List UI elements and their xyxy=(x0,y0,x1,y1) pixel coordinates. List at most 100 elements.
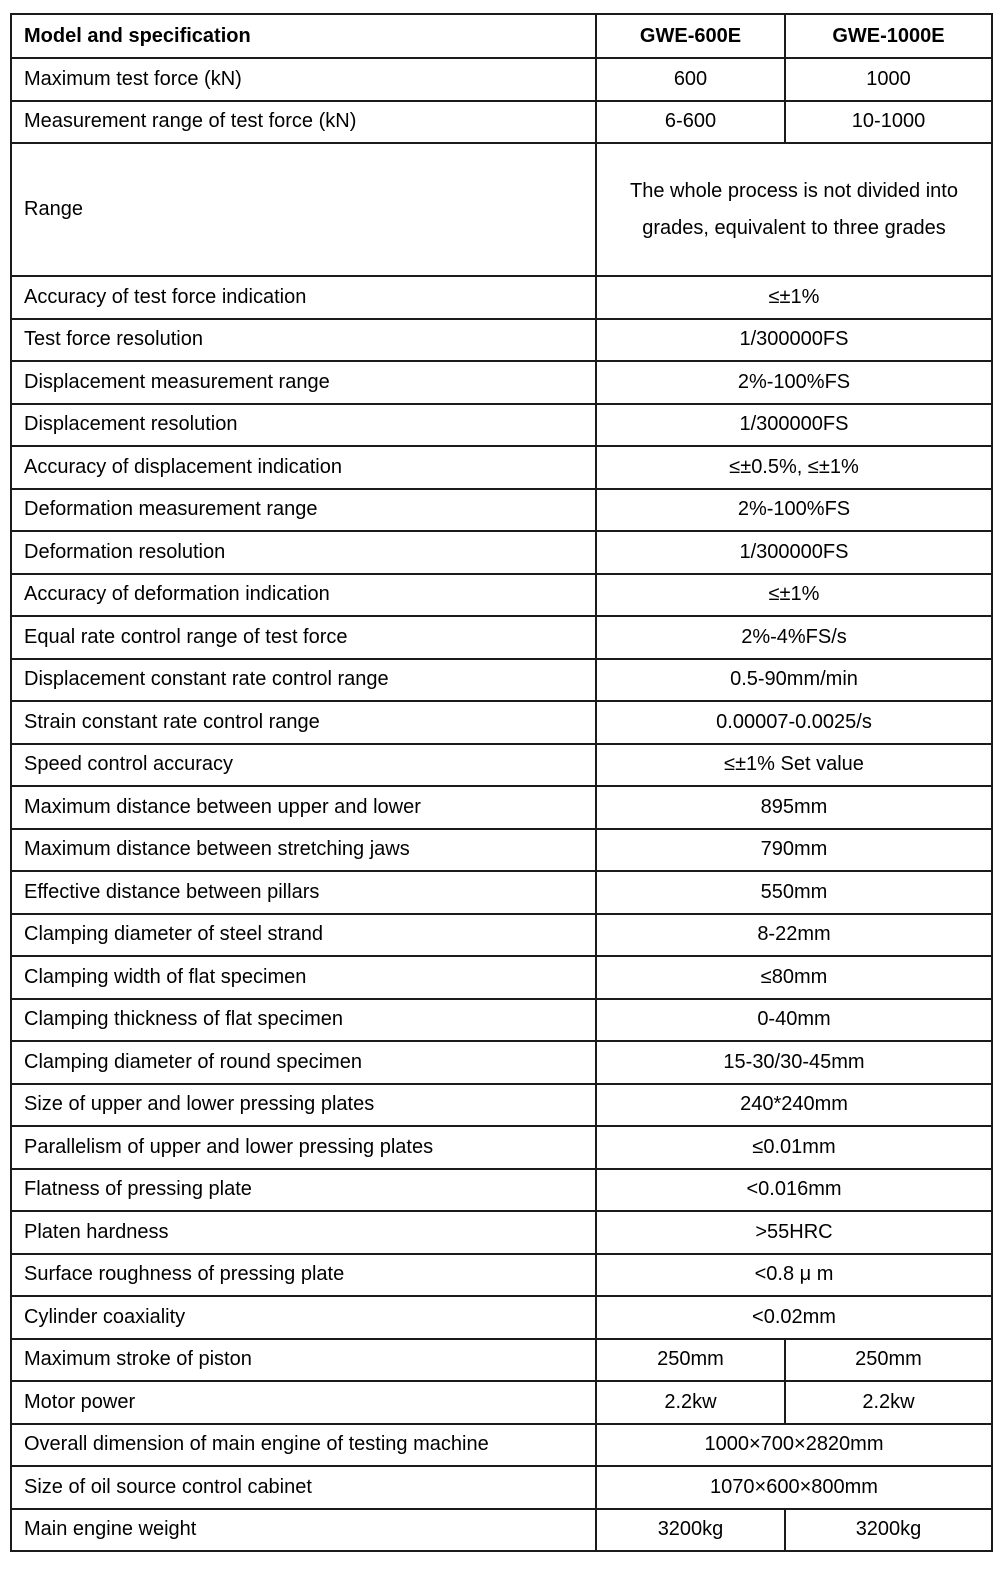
row-value-merged: 1000×700×2820mm xyxy=(595,1422,993,1467)
row-value-merged: <0.8 μ m xyxy=(595,1252,993,1297)
table-row: Speed control accuracy ≤±1% Set value xyxy=(10,742,993,787)
row-value-merged: ≤80mm xyxy=(595,955,993,1000)
table-row: Overall dimension of main engine of test… xyxy=(10,1422,993,1467)
row-value-merged: 550mm xyxy=(595,870,993,915)
row-value-merged: 2%-100%FS xyxy=(595,360,993,405)
row-value-merged: 2%-4%FS/s xyxy=(595,615,993,660)
table-row: Size of oil source control cabinet 1070×6… xyxy=(10,1465,993,1510)
row-value-merged: 0.00007-0.0025/s xyxy=(595,700,993,745)
row-label: Accuracy of deformation indication xyxy=(10,572,597,617)
row-label: Maximum stroke of piston xyxy=(10,1337,597,1382)
row-label: Size of upper and lower pressing plates xyxy=(10,1082,597,1127)
table-row: Measurement range of test force (kN) 6-60… xyxy=(10,99,993,144)
table-row: Test force resolution 1/300000FS xyxy=(10,317,993,362)
spec-table-body: Maximum test force (kN) 600 1000 Measuremen… xyxy=(10,57,993,1552)
table-row: Range The whole process is not divided in… xyxy=(10,142,993,277)
row-value-merged: 2%-100%FS xyxy=(595,487,993,532)
row-label: Clamping diameter of round specimen xyxy=(10,1040,597,1085)
header-model-gwe-600e: GWE-600E xyxy=(595,13,786,59)
row-value-merged: <0.016mm xyxy=(595,1167,993,1212)
table-row: Platen hardness >55HRC xyxy=(10,1210,993,1255)
row-value-col2: 1000 xyxy=(784,57,993,102)
row-label: Clamping diameter of steel strand xyxy=(10,912,597,957)
table-row: Flatness of pressing plate <0.016mm xyxy=(10,1167,993,1212)
row-value-merged: 15-30/30-45mm xyxy=(595,1040,993,1085)
table-row: Size of upper and lower pressing plates 2… xyxy=(10,1082,993,1127)
row-label: Speed control accuracy xyxy=(10,742,597,787)
row-value-merged: 1070×600×800mm xyxy=(595,1465,993,1510)
table-row: Maximum distance between upper and lower… xyxy=(10,785,993,830)
row-value-merged: 790mm xyxy=(595,827,993,872)
row-value-merged: ≤0.01mm xyxy=(595,1125,993,1170)
table-row: Parallelism of upper and lower pressing … xyxy=(10,1125,993,1170)
row-value-merged: ≤±0.5%, ≤±1% xyxy=(595,445,993,490)
table-row: Effective distance between pillars 550mm xyxy=(10,870,993,915)
table-row: Deformation measurement range 2%-100%FS xyxy=(10,487,993,532)
row-value-merged: 1/300000FS xyxy=(595,402,993,447)
table-row: Accuracy of deformation indication ≤±1% xyxy=(10,572,993,617)
row-label: Main engine weight xyxy=(10,1507,597,1552)
table-row: Clamping width of flat specimen ≤80mm xyxy=(10,955,993,1000)
table-row: Strain constant rate control range 0.0000… xyxy=(10,700,993,745)
specification-table: Model and specification GWE-600E GWE-100… xyxy=(10,13,993,1552)
row-value-col1: 3200kg xyxy=(595,1507,786,1552)
row-label: Clamping width of flat specimen xyxy=(10,955,597,1000)
row-value-col1: 2.2kw xyxy=(595,1380,786,1425)
row-label: Motor power xyxy=(10,1380,597,1425)
row-label: Size of oil source control cabinet xyxy=(10,1465,597,1510)
row-value-col2: 3200kg xyxy=(784,1507,993,1552)
table-row: Displacement constant rate control range… xyxy=(10,657,993,702)
table-row: Clamping thickness of flat specimen 0-40m… xyxy=(10,997,993,1042)
table-row: Accuracy of displacement indication ≤±0.5… xyxy=(10,445,993,490)
row-label: Range xyxy=(10,142,597,277)
row-label: Accuracy of test force indication xyxy=(10,275,597,320)
table-row: Cylinder coaxiality <0.02mm xyxy=(10,1295,993,1340)
row-value-text: The whole process is not divided into gr… xyxy=(630,179,958,239)
row-label: Equal rate control range of test force xyxy=(10,615,597,660)
table-row: Maximum test force (kN) 600 1000 xyxy=(10,57,993,102)
row-label: Platen hardness xyxy=(10,1210,597,1255)
table-row: Accuracy of test force indication ≤±1% xyxy=(10,275,993,320)
row-value-col1: 600 xyxy=(595,57,786,102)
table-row: Equal rate control range of test force 2%… xyxy=(10,615,993,660)
header-model-gwe-1000e: GWE-1000E xyxy=(784,13,993,59)
table-row: Surface roughness of pressing plate <0.8 … xyxy=(10,1252,993,1297)
row-label: Flatness of pressing plate xyxy=(10,1167,597,1212)
table-row: Motor power 2.2kw 2.2kw xyxy=(10,1380,993,1425)
header-model-and-specification: Model and specification xyxy=(10,13,597,59)
row-label: Maximum distance between upper and lower xyxy=(10,785,597,830)
row-label: Maximum distance between stretching jaws xyxy=(10,827,597,872)
row-value-merged: <0.02mm xyxy=(595,1295,993,1340)
row-label: Test force resolution xyxy=(10,317,597,362)
row-label: Strain constant rate control range xyxy=(10,700,597,745)
row-value-merged: 240*240mm xyxy=(595,1082,993,1127)
row-value-merged: 1/300000FS xyxy=(595,530,993,575)
row-label: Surface roughness of pressing plate xyxy=(10,1252,597,1297)
row-value-merged: 0-40mm xyxy=(595,997,993,1042)
row-label: Displacement resolution xyxy=(10,402,597,447)
row-label: Deformation measurement range xyxy=(10,487,597,532)
row-value-merged: 1/300000FS xyxy=(595,317,993,362)
header-row: Model and specification GWE-600E GWE-100… xyxy=(10,13,993,59)
row-value-merged: 895mm xyxy=(595,785,993,830)
row-value-col2: 2.2kw xyxy=(784,1380,993,1425)
row-value-merged: >55HRC xyxy=(595,1210,993,1255)
table-row: Maximum distance between stretching jaws… xyxy=(10,827,993,872)
row-label: Displacement constant rate control range xyxy=(10,657,597,702)
row-label: Parallelism of upper and lower pressing … xyxy=(10,1125,597,1170)
row-label: Deformation resolution xyxy=(10,530,597,575)
row-label: Accuracy of displacement indication xyxy=(10,445,597,490)
row-value-col2: 250mm xyxy=(784,1337,993,1382)
table-row: Clamping diameter of steel strand 8-22mm xyxy=(10,912,993,957)
row-value-merged: 8-22mm xyxy=(595,912,993,957)
row-label: Displacement measurement range xyxy=(10,360,597,405)
row-label: Overall dimension of main engine of test… xyxy=(10,1422,597,1467)
row-label: Cylinder coaxiality xyxy=(10,1295,597,1340)
row-value-merged: ≤±1% xyxy=(595,275,993,320)
table-row: Displacement measurement range 2%-100%FS xyxy=(10,360,993,405)
row-value-col1: 6-600 xyxy=(595,99,786,144)
row-value-merged: The whole process is not divided into gr… xyxy=(595,142,993,277)
row-value-merged: ≤±1% xyxy=(595,572,993,617)
table-row: Deformation resolution 1/300000FS xyxy=(10,530,993,575)
row-label: Effective distance between pillars xyxy=(10,870,597,915)
